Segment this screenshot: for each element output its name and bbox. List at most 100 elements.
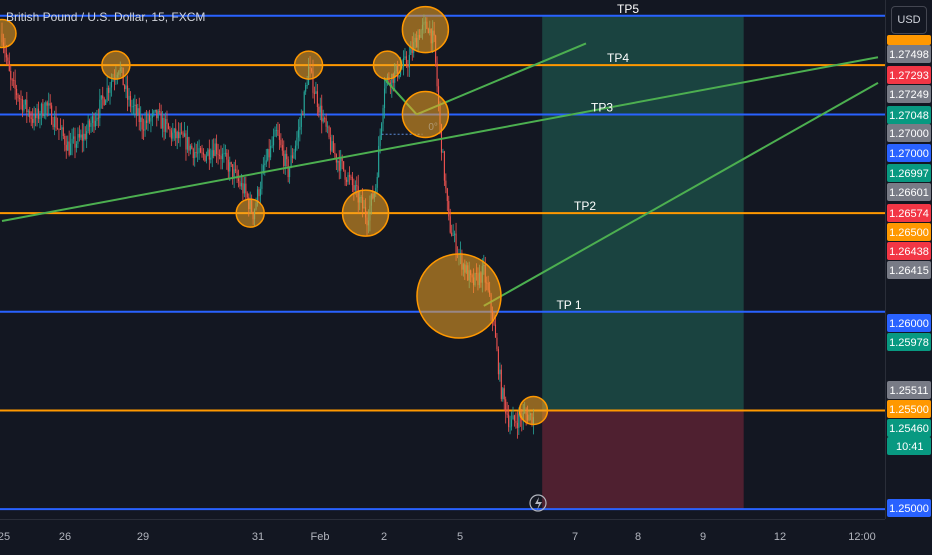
candle-body [32,118,34,123]
time-tick-label: 31 [252,531,264,543]
candle-body [493,320,495,325]
trendline-0[interactable] [1,56,879,223]
candle-body [290,155,292,168]
candle-body [169,128,171,131]
time-axis[interactable]: 25 26 29 31 Feb 2 5 7 8 9 12 12:00 [0,531,876,543]
candle-body [408,54,410,68]
candle-body [291,155,294,159]
candle-body [265,160,267,164]
highlight-circle[interactable] [372,50,403,80]
candle-body [242,183,244,194]
candle-body [35,113,37,119]
candle-body [23,104,25,111]
candle-body [283,150,285,167]
candle-body [78,134,80,138]
price-badge-text: 1.25978 [889,337,929,349]
candle-body [61,127,63,130]
candle-body [59,129,61,131]
candle-body [167,123,169,129]
candle-body [26,99,28,113]
candle-body [445,180,447,189]
price-badge-text: 1.27249 [889,89,929,101]
candle-body [316,91,318,107]
candle-body [129,95,132,107]
candle-body [449,216,451,233]
highlight-circle[interactable] [401,5,450,54]
candle-body [125,85,127,90]
highlight-circle[interactable] [401,90,450,139]
highlight-circle[interactable] [293,50,324,80]
candle-body [289,167,291,178]
candle-body [96,117,98,121]
price-badge-text: 1.26500 [889,227,929,239]
candle-body [296,137,298,146]
highlight-circle[interactable] [0,18,17,49]
candle-body [17,95,19,99]
highlight-circle[interactable] [416,253,502,339]
candle-body [140,117,142,122]
candle-body [334,152,336,155]
highlight-circle[interactable] [341,189,390,237]
candle-body [300,114,302,127]
candle-body [508,414,510,427]
candle-body [153,111,155,114]
price-badge [887,333,931,351]
candle-body [198,148,200,153]
candle-body [97,117,99,119]
candle-body [232,164,234,178]
price-badge [887,45,931,63]
candle-body [160,112,162,129]
candle-body [200,148,202,153]
candle-body [11,79,13,81]
level-label: TP 1 [556,298,581,312]
highlight-circle[interactable] [518,395,549,426]
candle-body [213,150,215,156]
candle-body [194,152,196,159]
trendline-1[interactable] [483,82,879,307]
candle-body [52,124,54,128]
candle-body [208,149,210,160]
candle-body [43,114,45,117]
time-tick-label: 5 [457,531,463,543]
highlight-circle[interactable] [235,198,265,228]
candle-body [159,111,161,113]
candle-body [93,116,95,127]
candle-body [404,56,406,59]
candle-body [27,111,29,113]
candle-body [322,118,324,122]
candle-body [54,116,56,128]
candle-body [218,154,221,156]
candle-body [494,324,497,338]
candle-body [141,117,143,130]
candle-body [64,135,66,145]
currency-button[interactable]: USD [891,6,927,34]
candle-body [401,66,403,69]
candle-body [204,154,206,162]
price-badge-text: 1.26997 [889,168,929,180]
candle-body [182,132,184,137]
highlight-circle[interactable] [101,50,131,80]
candle-body [179,132,181,139]
price-badge-cut [887,35,931,45]
candle-body [442,151,444,153]
candle-body [446,188,448,202]
candle-body [378,145,380,178]
candle-body [56,128,59,130]
candle-body [62,127,64,136]
price-badge-text: 1.25460 [889,423,929,435]
candle-body [402,58,405,67]
candle-body [207,149,209,156]
price-axis[interactable]: 1.27498 1.27293 1.27249 1.27048 1.27000 1.270… [887,35,931,517]
lightning-icon[interactable] [529,494,547,512]
highlight-circles [0,5,549,426]
candle-body [112,78,114,82]
candle-body [328,126,330,138]
candle-body [164,119,167,132]
candle-body [51,105,53,125]
candle-body [74,136,76,148]
candle-body [273,136,275,146]
candle-body [188,137,190,151]
candle-body [327,126,329,128]
